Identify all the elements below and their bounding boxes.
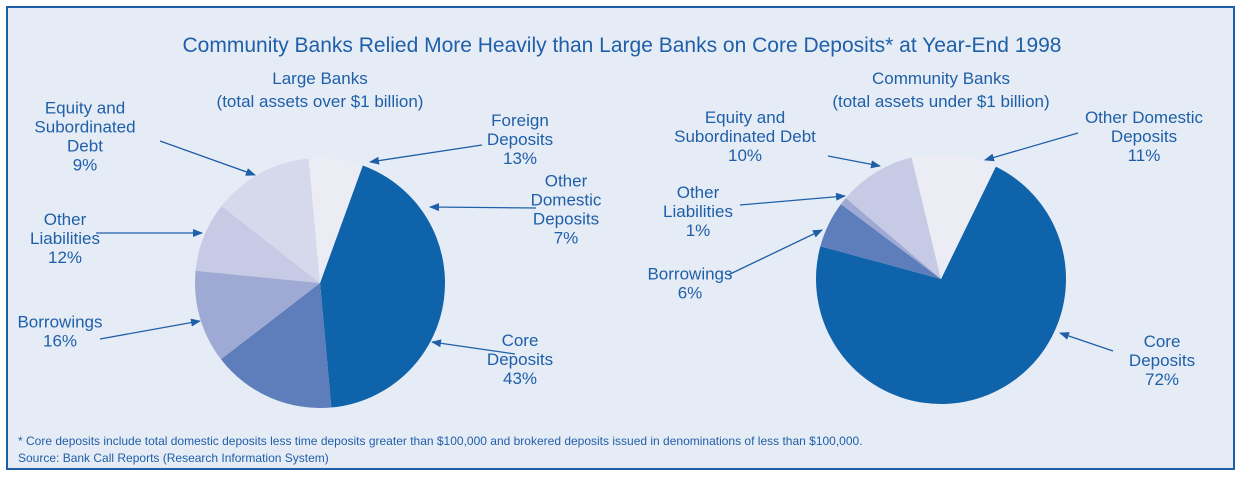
community-banks-pie-subtitle: (total assets under $1 billion) — [832, 92, 1049, 111]
community-banks-arrow-other-liabilities — [740, 196, 845, 205]
large-banks-label-foreign-deposits: Foreign Deposits 13% — [487, 111, 553, 168]
community-banks-label-borrowings: Borrowings 6% — [647, 265, 732, 303]
community-banks-arrow-other-domestic-deposits — [985, 133, 1078, 160]
large-banks-pie-title: Large Banks — [272, 69, 367, 88]
source-text: Source: Bank Call Reports (Research Info… — [18, 451, 329, 465]
community-banks-label-other-domestic-deposits: Other Domestic Deposits 11% — [1085, 108, 1204, 165]
footnote-text: * Core deposits include total domestic d… — [18, 434, 863, 448]
large-banks-arrow-borrowings — [100, 321, 200, 339]
large-banks-pie-chart: Large Banks (total assets over $1 billion… — [17, 69, 601, 408]
large-banks-label-other-domestic-deposits: Other Domestic Deposits 7% — [531, 172, 602, 248]
community-banks-label-other-liabilities: Other Liabilities 1% — [663, 183, 733, 240]
large-banks-pie-subtitle: (total assets over $1 billion) — [217, 92, 424, 111]
community-banks-arrow-equity-and-subordinated-debt — [828, 156, 880, 166]
large-banks-label-core-deposits: Core Deposits 43% — [487, 331, 553, 388]
large-banks-label-other-liabilities: Other Liabilities 12% — [30, 210, 100, 267]
large-banks-arrow-foreign-deposits — [370, 145, 482, 162]
large-banks-label-equity-and-subordinated-debt: Equity and Subordinated Debt 9% — [34, 99, 135, 175]
large-banks-arrow-other-domestic-deposits — [430, 207, 536, 208]
figure-title: Community Banks Relied More Heavily than… — [183, 34, 1062, 57]
community-banks-label-equity-and-subordinated-debt: Equity and Subordinated Debt 10% — [674, 108, 816, 165]
large-banks-arrow-equity-and-subordinated-debt — [160, 141, 255, 175]
community-banks-arrow-borrowings — [728, 230, 822, 275]
community-banks-arrow-core-deposits — [1060, 333, 1113, 351]
large-banks-label-borrowings: Borrowings 16% — [17, 313, 102, 351]
community-banks-pie-chart: Community Banks (total assets under $1 bi… — [647, 69, 1203, 404]
community-banks-pie-title: Community Banks — [872, 69, 1010, 88]
community-banks-label-core-deposits: Core Deposits 72% — [1129, 332, 1195, 389]
